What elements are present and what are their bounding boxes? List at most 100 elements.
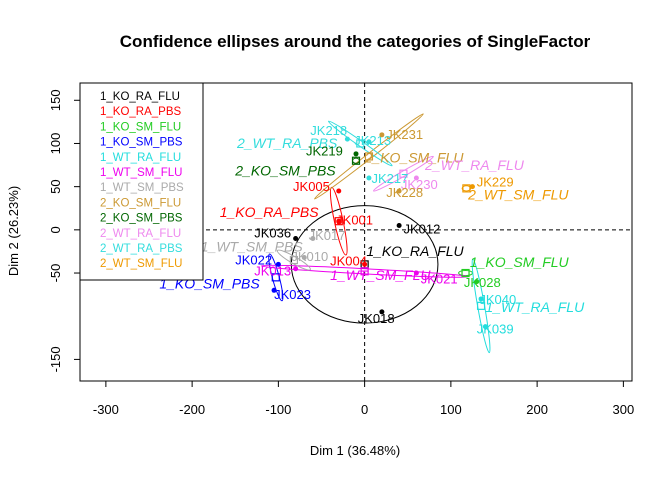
- individual-label: JK218: [310, 123, 347, 138]
- legend-entry: 2_KO_SM_FLU: [100, 197, 181, 209]
- category-marker: [399, 169, 408, 178]
- individual-label: JK039: [477, 321, 514, 336]
- x-axis-label: Dim 1 (36.48%): [310, 443, 400, 458]
- category-marker: [462, 184, 471, 193]
- individual-point: [310, 235, 316, 241]
- individual-label: JK005: [293, 179, 330, 194]
- y-tick-label: 100: [48, 133, 63, 155]
- individual-point: [396, 188, 402, 194]
- y-axis-label: Dim 2 (26.23%): [6, 186, 21, 276]
- category-label: 2_KO_SM_FLU: [364, 149, 465, 165]
- legend-entry: 1_WT_SM_PBS: [100, 182, 184, 194]
- individual-point: [478, 296, 484, 302]
- x-tick-label: 100: [440, 402, 462, 417]
- individual-label: JK013: [254, 264, 291, 279]
- individual-label: JK040: [479, 292, 516, 307]
- category-label: 1_KO_RA_FLU: [366, 243, 464, 259]
- category-label: 1_WT_RA_FLU: [485, 299, 585, 315]
- legend-entry: 1_WT_RA_FLU: [100, 152, 181, 164]
- legend-entry: 1_WT_SM_FLU: [100, 167, 182, 179]
- category-marker: [351, 156, 361, 165]
- legend-entry: 2_KO_SM_PBS: [100, 213, 183, 225]
- individual-point: [275, 261, 281, 267]
- legend-entry: 1_KO_RA_PBS: [100, 106, 182, 118]
- category-marker: [360, 267, 369, 276]
- individual-point: [362, 261, 368, 267]
- category-marker: [356, 139, 365, 148]
- individual-point: [293, 235, 299, 241]
- legend-entry: 2_WT_RA_PBS: [100, 243, 183, 255]
- confidence-ellipse: [352, 157, 360, 164]
- y-tick-label: -150: [48, 346, 63, 372]
- individual-point: [413, 270, 419, 276]
- individual-point: [469, 184, 475, 190]
- individual-point: [353, 151, 359, 157]
- individual-label: JK004: [330, 253, 367, 268]
- category-marker: [364, 152, 374, 161]
- individual-point: [366, 139, 372, 145]
- individual-label: JK036: [254, 226, 291, 241]
- individual-label: JK231: [386, 127, 423, 142]
- category-marker: [476, 301, 486, 310]
- legend-box: [79, 82, 204, 281]
- category-label: 1_KO_SM_FLU: [470, 254, 570, 270]
- legend-entry: 1_KO_RA_FLU: [100, 91, 180, 103]
- x-tick-label: -300: [93, 402, 119, 417]
- individual-point: [336, 188, 342, 194]
- category-label: 2_WT_RA_FLU: [424, 157, 525, 173]
- confidence-ellipse: [373, 155, 434, 192]
- x-tick-label: -200: [179, 402, 205, 417]
- individual-label: JK217: [372, 171, 409, 186]
- x-tick-label: 0: [361, 402, 368, 417]
- individual-label: JK010: [291, 249, 328, 264]
- individual-label: JK219: [306, 144, 343, 159]
- individual-point: [344, 136, 350, 142]
- individual-point: [271, 287, 277, 293]
- category-label: 1_WT_SM_FLU: [330, 267, 431, 283]
- y-tick-label: -50: [48, 264, 63, 283]
- category-label: 1_WT_SM_PBS: [201, 238, 304, 254]
- category-label: 2_KO_SM_PBS: [234, 162, 336, 178]
- individual-label: JK022: [235, 252, 272, 267]
- legend-entry: 2_WT_SM_FLU: [100, 258, 182, 270]
- category-marker: [461, 268, 470, 278]
- confidence-ellipse: [327, 120, 393, 167]
- individual-label: JK028: [464, 275, 501, 290]
- category-marker: [289, 255, 298, 265]
- individual-label: JK023: [274, 287, 311, 302]
- individual-label: JK230: [401, 177, 438, 192]
- category-marker: [334, 217, 343, 226]
- individual-point: [474, 279, 480, 285]
- y-tick-label: 0: [48, 226, 63, 233]
- individual-label: JK001: [336, 213, 373, 228]
- individual-label: JK229: [477, 175, 514, 190]
- individual-label: JK012: [403, 221, 440, 236]
- individual-label: JK228: [386, 185, 423, 200]
- individual-point: [396, 223, 402, 229]
- legend-entry: 2_WT_RA_FLU: [100, 228, 181, 240]
- chart-title: Confidence ellipses around the categorie…: [120, 32, 591, 51]
- legend-entry: 1_KO_SM_FLU: [100, 121, 181, 133]
- individual-point: [336, 218, 342, 224]
- confidence-ellipse: [314, 113, 424, 200]
- y-tick-label: 150: [48, 89, 63, 111]
- individual-point: [366, 175, 372, 181]
- category-label: 1_KO_RA_PBS: [220, 204, 319, 220]
- individual-label: JK017: [309, 228, 346, 243]
- y-tick-label: 50: [48, 179, 63, 193]
- individual-point: [413, 175, 419, 181]
- individual-point: [293, 266, 299, 272]
- individual-point: [301, 254, 307, 260]
- confidence-ellipse: [290, 205, 439, 324]
- x-tick-label: -100: [265, 402, 291, 417]
- individual-point: [379, 132, 385, 138]
- category-label: 2_WT_SM_FLU: [467, 187, 569, 203]
- individual-label: JK018: [358, 311, 395, 326]
- individual-point: [379, 309, 385, 315]
- x-tick-label: 200: [526, 402, 548, 417]
- category-marker: [271, 273, 280, 282]
- category-label: 2_WT_RA_PBS: [236, 135, 338, 151]
- plot-area: -300 -200 -100 0 100 200 300 -150 -50 0 50 100 150 1_…: [48, 82, 634, 417]
- legend-entry: 1_KO_SM_PBS: [100, 137, 183, 149]
